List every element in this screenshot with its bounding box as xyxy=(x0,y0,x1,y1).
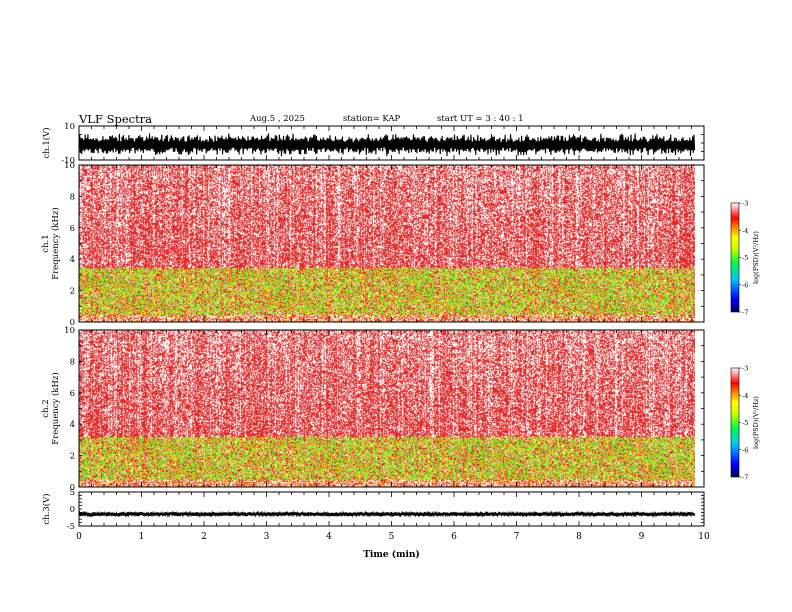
y-tick-label: 10 xyxy=(64,161,75,171)
y-tick-label: 2 xyxy=(70,452,75,462)
y-axis-label: ch.1(V) xyxy=(41,127,52,158)
y-tick-label: 2 xyxy=(70,287,75,297)
y-tick-label: 4 xyxy=(70,420,75,430)
y-axis-label: ch.1Frequency (kHz) xyxy=(41,207,61,279)
colorbar-tick-label: -4 xyxy=(742,227,748,235)
colorbar-tick-label: -7 xyxy=(742,474,748,482)
chart-title: VLF Spectra xyxy=(79,112,153,126)
colorbar-label: log(PSD)(V²/Hz) xyxy=(752,396,760,449)
y-tick-label: 6 xyxy=(70,389,75,399)
x-tick-label: 4 xyxy=(326,532,332,542)
x-tick-label: 9 xyxy=(639,532,645,542)
x-tick-label: 3 xyxy=(264,532,270,542)
ch2-spectrogram-colorbar xyxy=(730,367,740,478)
colorbar-tick-label: -6 xyxy=(742,446,748,454)
x-tick-label: 5 xyxy=(389,532,395,542)
y-axis-label: ch.3(V) xyxy=(41,493,52,524)
y-axis-label: ch.2Frequency (kHz) xyxy=(41,372,61,444)
ch1-waveform-panel: 10 -10 ch.1(V) xyxy=(41,122,705,166)
ch1-spectrogram-heatmap xyxy=(79,165,695,322)
date-label: Aug.5 , 2025 xyxy=(250,114,305,124)
y-tick-label: 10 xyxy=(64,122,75,132)
ch1-spectrogram-panel: 0 2 4 6 8 10 ch.1Frequency (kHz) -3 -4 -5 -6 -7 log(… xyxy=(41,161,760,328)
ch1-waveform-trace xyxy=(78,133,696,157)
y-tick-label: 8 xyxy=(70,192,75,202)
colorbar-tick-label: -3 xyxy=(742,200,748,208)
y-tick-label: 8 xyxy=(70,357,75,367)
x-axis-label: Time (min) xyxy=(363,549,420,560)
y-tick-label: 0 xyxy=(70,483,75,493)
y-tick-label: 6 xyxy=(70,224,75,234)
y-tick-label: 5 xyxy=(70,488,75,498)
start-ut-label: start UT = 3 : 40 : 1 xyxy=(437,114,524,124)
y-tick-label: 0 xyxy=(70,318,75,328)
x-tick-label: 1 xyxy=(139,532,145,542)
y-tick-label: 0 xyxy=(70,505,75,515)
x-tick-label: 2 xyxy=(201,532,207,542)
ch2-spectrogram-heatmap xyxy=(79,330,695,487)
colorbar-label: log(PSD)(V²/Hz) xyxy=(752,231,760,284)
x-tick-label: 7 xyxy=(514,532,520,542)
colorbar-tick-label: -3 xyxy=(742,365,748,373)
colorbar-tick-label: -7 xyxy=(742,309,748,317)
colorbar-tick-label: -4 xyxy=(742,392,748,400)
colorbar-tick-label: -6 xyxy=(742,281,748,289)
ch3-waveform-frame xyxy=(78,491,705,527)
y-tick-label: -5 xyxy=(67,522,75,532)
x-tick-label: 8 xyxy=(576,532,582,542)
y-tick-label: 10 xyxy=(64,326,75,336)
ch1-spectrogram-colorbar xyxy=(730,202,740,313)
colorbar-tick-label: -5 xyxy=(742,254,748,262)
y-tick-label: -10 xyxy=(61,156,75,166)
colorbar-tick-label: -5 xyxy=(742,419,748,427)
ch3-waveform-trace xyxy=(78,510,696,519)
x-tick-label: 0 xyxy=(76,532,82,542)
x-tick-label: 10 xyxy=(698,532,710,542)
y-tick-label: 4 xyxy=(70,255,75,265)
station-label: station= KAP xyxy=(343,114,401,124)
x-tick-label: 6 xyxy=(451,532,457,542)
ch2-spectrogram-panel: 0 2 4 6 8 10 ch.2Frequency (kHz) -3 -4 -5 -6 -7 log(… xyxy=(41,326,760,493)
